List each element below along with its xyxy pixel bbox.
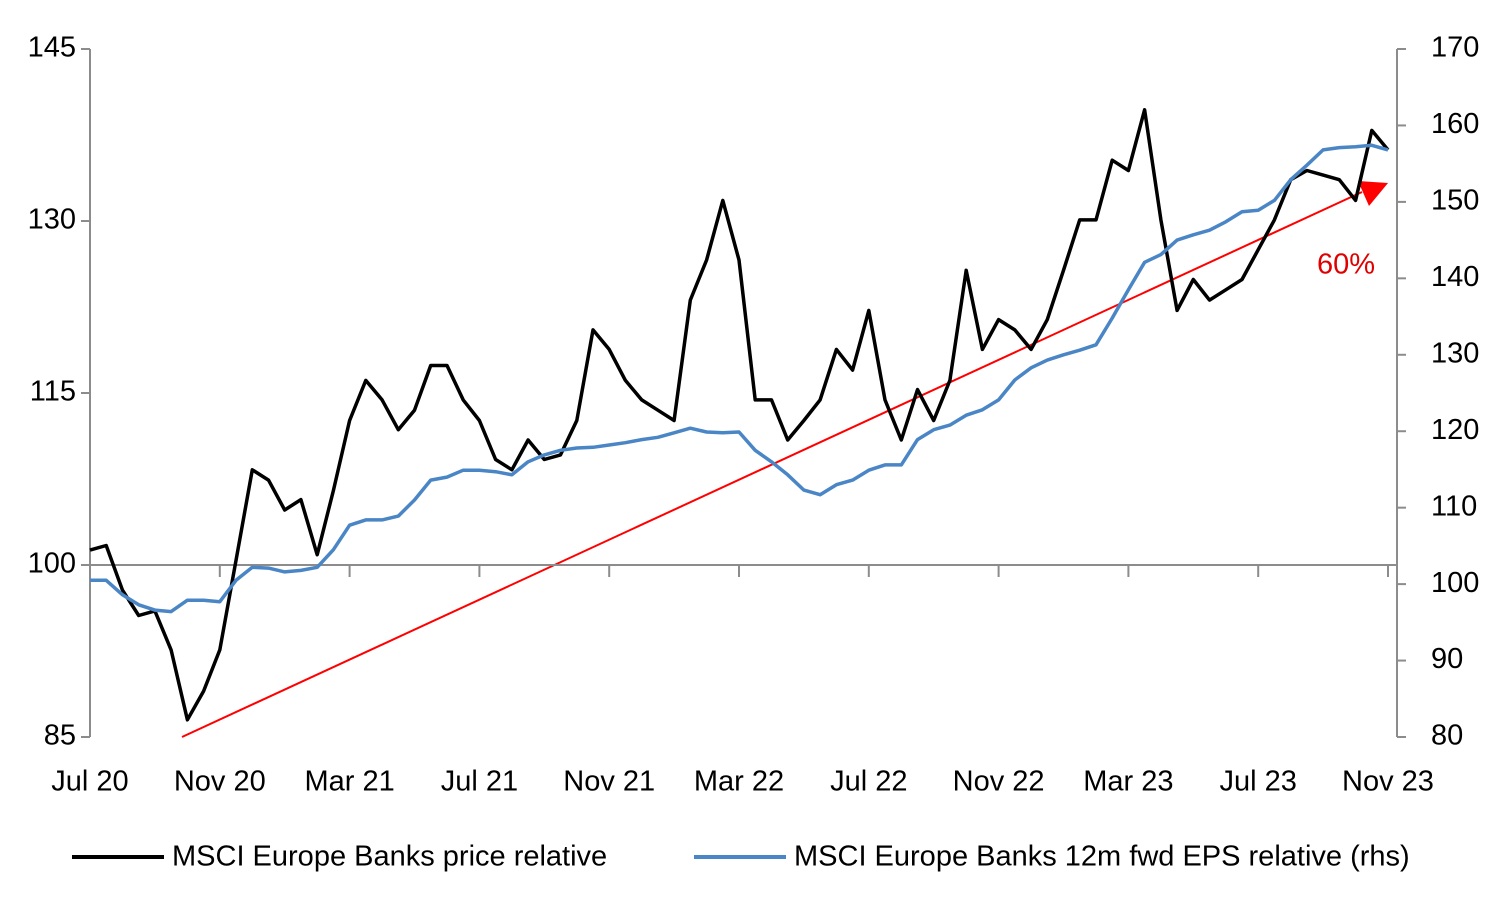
y-tick-label: 100 (28, 548, 76, 580)
x-tick-label: Mar 23 (1083, 766, 1173, 798)
legend-label: MSCI Europe Banks price relative (172, 841, 607, 873)
series-line (89, 108, 1390, 722)
x-tick-label: Mar 22 (694, 766, 784, 798)
y-tick-label: 85 (44, 720, 76, 752)
x-tick-label: Jul 22 (830, 766, 907, 798)
x-tick-label: Jul 23 (1220, 766, 1297, 798)
y-tick-label: 145 (28, 32, 76, 64)
trend-arrow (181, 191, 1363, 738)
y2-tick-label: 100 (1431, 567, 1479, 599)
y2-tick-label: 90 (1431, 643, 1463, 675)
y2-tick-label: 80 (1431, 720, 1463, 752)
y2-tick-label: 160 (1431, 108, 1479, 140)
y-tick-label: 115 (30, 376, 76, 408)
x-tick-label: Jul 21 (441, 766, 518, 798)
x-tick-label: Nov 20 (174, 766, 266, 798)
y2-tick-label: 170 (1431, 32, 1479, 64)
y2-tick-label: 120 (1431, 414, 1479, 446)
y2-tick-label: 130 (1431, 337, 1479, 369)
y2-tick-label: 110 (1431, 490, 1477, 522)
x-tick-label: Jul 20 (51, 766, 128, 798)
x-tick-label: Mar 21 (304, 766, 394, 798)
legend-label: MSCI Europe Banks 12m fwd EPS relative (… (794, 841, 1410, 873)
series-line (90, 143, 1389, 614)
y2-tick-label: 140 (1431, 261, 1479, 293)
y-tick-label: 130 (28, 204, 76, 236)
annotation: 60% (1317, 249, 1375, 281)
arrow-head (1358, 181, 1388, 206)
x-tick-label: Nov 23 (1342, 766, 1434, 798)
x-tick-label: Nov 21 (563, 766, 655, 798)
x-tick-label: Nov 22 (953, 766, 1045, 798)
y2-tick-label: 150 (1431, 185, 1479, 217)
